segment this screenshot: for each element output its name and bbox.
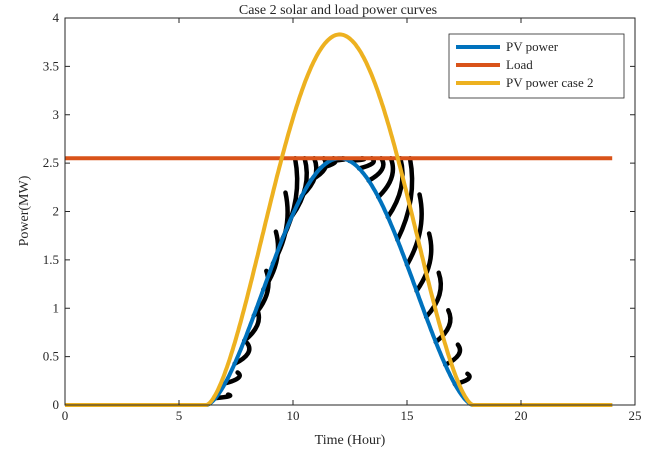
- x-tick-label: 5: [176, 408, 183, 423]
- hatch-stroke: [423, 270, 444, 320]
- x-tick-label: 10: [287, 408, 300, 423]
- y-tick-label: 1.5: [43, 252, 59, 267]
- x-tick-label: 0: [62, 408, 69, 423]
- hatch-stroke: [433, 308, 453, 345]
- y-tick-label: 3: [53, 107, 60, 122]
- hatch-stroke: [232, 340, 252, 367]
- y-tick-label: 2.5: [43, 155, 59, 170]
- y-tick-label: 1: [53, 300, 60, 315]
- hatch-stroke: [376, 156, 396, 200]
- legend-label: Load: [506, 57, 533, 72]
- x-tick-label: 25: [629, 408, 642, 423]
- hatch-stroke: [222, 370, 242, 386]
- x-axis: 0 5 10 15 20 25: [62, 18, 642, 423]
- legend-label: PV power case 2: [506, 75, 594, 90]
- y-tick-label: 2: [53, 204, 60, 219]
- chart-title: Case 2 solar and load power curves: [239, 3, 437, 18]
- hatch-stroke: [395, 156, 415, 243]
- y-tick-label: 0.5: [43, 349, 59, 364]
- hatch-stroke: [213, 392, 233, 401]
- hatch-stroke: [443, 342, 463, 368]
- y-tick-label: 0: [53, 397, 60, 412]
- y-tick-label: 4: [53, 10, 60, 25]
- y-axis: 0 0.5 1 1.5 2 2.5 3 3.5 4: [43, 10, 635, 412]
- x-axis-label: Time (Hour): [315, 433, 386, 448]
- legend-label: PV power: [506, 39, 559, 54]
- legend: PV power Load PV power case 2: [448, 33, 625, 99]
- x-tick-label: 20: [515, 408, 528, 423]
- y-axis-label: Power(MW): [17, 175, 32, 246]
- y-tick-label: 3.5: [43, 58, 59, 73]
- hatch-stroke: [414, 231, 434, 294]
- x-tick-label: 15: [401, 408, 414, 423]
- hatch-stroke: [385, 156, 405, 220]
- hatch-stroke: [404, 192, 424, 268]
